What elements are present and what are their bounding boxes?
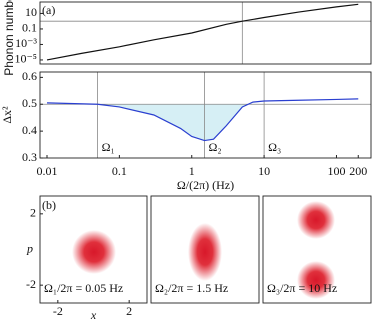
y-tick-label: 10 bbox=[25, 5, 37, 19]
plot-frame bbox=[39, 1, 372, 65]
y-tick-label: -2 bbox=[26, 277, 36, 291]
x-tick-label: 100 bbox=[327, 164, 345, 178]
panel-frame bbox=[39, 195, 148, 304]
y-tick-label: 0.4 bbox=[22, 123, 37, 137]
panel-label: (b) bbox=[42, 198, 56, 212]
y-tick-label: 0.5 bbox=[22, 96, 37, 110]
density-blob bbox=[297, 261, 335, 299]
x-tick-label: -2 bbox=[53, 304, 63, 318]
density-images bbox=[72, 201, 335, 299]
line bbox=[46, 98, 359, 142]
x-axis-label: x bbox=[90, 308, 97, 322]
annotation: Ω₁ bbox=[102, 140, 115, 154]
annotation: Ω₂ bbox=[208, 140, 221, 154]
y-tick-label: 0.3 bbox=[22, 150, 37, 164]
x-tick-label: 200 bbox=[349, 164, 367, 178]
panel-label: (a) bbox=[42, 3, 55, 17]
y-axis-label: Δx² bbox=[0, 106, 14, 124]
x-tick-label: 0.1 bbox=[112, 164, 127, 178]
panel-frame bbox=[150, 195, 260, 304]
x-tick-label: 2 bbox=[126, 304, 132, 318]
line bbox=[46, 3, 359, 61]
x-tick-label: 0.01 bbox=[37, 164, 58, 178]
y-tick-label: 0.1 bbox=[22, 21, 37, 35]
area bbox=[47, 104, 359, 141]
y-tick-label: 2 bbox=[30, 206, 36, 220]
y-axis-label: Phonon number bbox=[2, 0, 16, 76]
density-blob bbox=[188, 223, 222, 281]
panel-annotation: Ω₂/2π = 1.5 Hz bbox=[155, 281, 228, 295]
panel-annotation: Ω₁/2π = 0.05 Hz bbox=[44, 281, 123, 295]
y-tick-label: 10⁻³ bbox=[15, 36, 37, 50]
plot-frame bbox=[39, 71, 372, 159]
y-tick-label: 0.6 bbox=[22, 69, 37, 83]
x-tick-label: 1 bbox=[189, 164, 195, 178]
x-axis-label: Ω/(2π) (Hz) bbox=[177, 178, 234, 192]
panel-frame bbox=[262, 195, 372, 304]
y-tick-label: 10⁻⁵ bbox=[14, 52, 37, 66]
x-tick-label: 10 bbox=[258, 164, 270, 178]
density-blob bbox=[297, 201, 335, 239]
y-axis-label: p bbox=[26, 241, 33, 255]
annotation: Ω₃ bbox=[268, 140, 281, 154]
density-blob bbox=[72, 230, 116, 274]
panel-annotation: Ω₃/2π = 10 Hz bbox=[267, 281, 337, 295]
